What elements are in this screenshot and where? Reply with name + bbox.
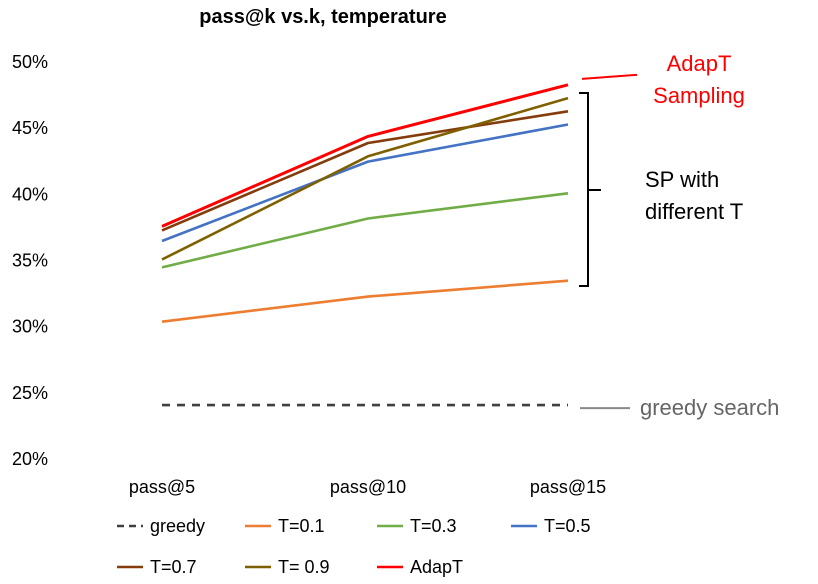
series-line-t-0-3 <box>161 192 569 269</box>
y-tick-label: 50% <box>12 52 48 72</box>
y-tick-label: 40% <box>12 184 48 204</box>
series-line-t-0-1 <box>161 279 569 323</box>
greedy-annotation: greedy search <box>640 395 779 420</box>
legend: greedy T=0.1 T=0.3 T=0.5 T=0.7 T= 0.9 AdapT <box>117 516 591 577</box>
y-tick-label: 20% <box>12 449 48 469</box>
series-line-t-0-7 <box>161 110 569 232</box>
y-tick-label: 35% <box>12 251 48 271</box>
series-lines <box>161 83 569 407</box>
legend-label: T=0.3 <box>410 516 457 536</box>
legend-label: greedy <box>150 516 205 536</box>
legend-label: T=0.5 <box>544 516 591 536</box>
legend-label: T=0.1 <box>278 516 325 536</box>
sp-annotation-line1: SP with <box>645 167 719 192</box>
x-tick-label: pass@10 <box>330 477 406 497</box>
annotations: AdapT Sampling SP with different T greed… <box>579 51 779 420</box>
legend-label: AdapT <box>410 557 463 577</box>
chart-title: pass@k vs.k, temperature <box>199 6 446 28</box>
sp-bracket <box>579 92 601 287</box>
x-axis: pass@5 pass@10 pass@15 <box>129 477 606 497</box>
series-line-adapt <box>161 83 569 228</box>
legend-label: T=0.7 <box>150 557 197 577</box>
adapt-annotation-leader <box>581 73 638 80</box>
y-tick-label: 30% <box>12 317 48 337</box>
sp-annotation-line2: different T <box>645 199 743 224</box>
x-tick-label: pass@15 <box>530 477 606 497</box>
series-line-t-0-5 <box>161 123 569 243</box>
y-tick-label: 25% <box>12 383 48 403</box>
adapt-annotation-line2: Sampling <box>653 83 745 108</box>
x-tick-label: pass@5 <box>129 477 195 497</box>
series-line-t-0-9 <box>161 96 569 261</box>
adapt-annotation-line1: AdapT <box>667 51 732 76</box>
legend-label: T= 0.9 <box>278 557 330 577</box>
y-tick-label: 45% <box>12 118 48 138</box>
y-axis: 20% 25% 30% 35% 40% 45% 50% <box>12 52 48 469</box>
